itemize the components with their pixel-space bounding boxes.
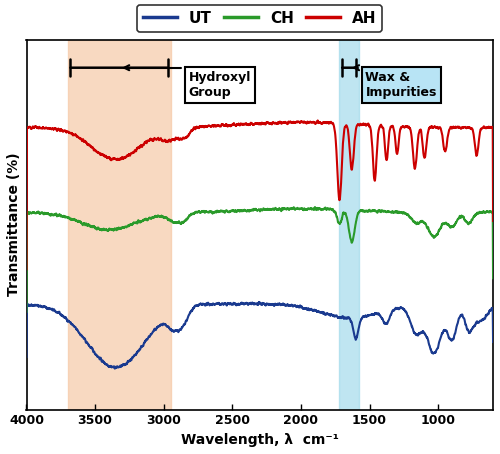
AH — [481, 124, 487, 129]
Line: CH: CH — [26, 207, 493, 312]
UT — [481, 316, 487, 321]
AH — [431, 124, 437, 130]
AH — [222, 122, 228, 127]
UT — [202, 303, 208, 308]
AH — [24, 266, 30, 272]
UT — [431, 350, 437, 356]
Text: Wax &
Impurities: Wax & Impurities — [354, 65, 437, 99]
AH — [314, 118, 320, 123]
CH — [24, 309, 30, 315]
Bar — [340, 39, 358, 410]
Legend: UT, CH, AH: UT, CH, AH — [137, 5, 382, 32]
AH — [490, 218, 496, 224]
X-axis label: Wavelength, λ  cm⁻¹: Wavelength, λ cm⁻¹ — [181, 433, 338, 447]
CH — [222, 208, 228, 214]
CH — [312, 204, 318, 210]
UT — [223, 301, 229, 306]
Text: Hydroxyl
Group: Hydroxyl Group — [124, 65, 251, 99]
Bar — [68, 39, 170, 410]
CH — [481, 209, 487, 215]
UT — [76, 331, 82, 336]
CH — [202, 209, 208, 214]
Line: AH: AH — [26, 120, 493, 269]
Y-axis label: Transmittance (%): Transmittance (%) — [7, 153, 21, 296]
Line: UT: UT — [26, 302, 493, 369]
UT — [256, 299, 262, 305]
CH — [76, 219, 82, 224]
UT — [112, 366, 118, 371]
CH — [104, 228, 110, 233]
UT — [490, 339, 496, 345]
UT — [104, 362, 110, 368]
AH — [104, 155, 110, 161]
AH — [202, 124, 208, 129]
AH — [76, 136, 82, 141]
CH — [431, 235, 437, 240]
UT — [24, 354, 30, 360]
CH — [490, 276, 496, 281]
